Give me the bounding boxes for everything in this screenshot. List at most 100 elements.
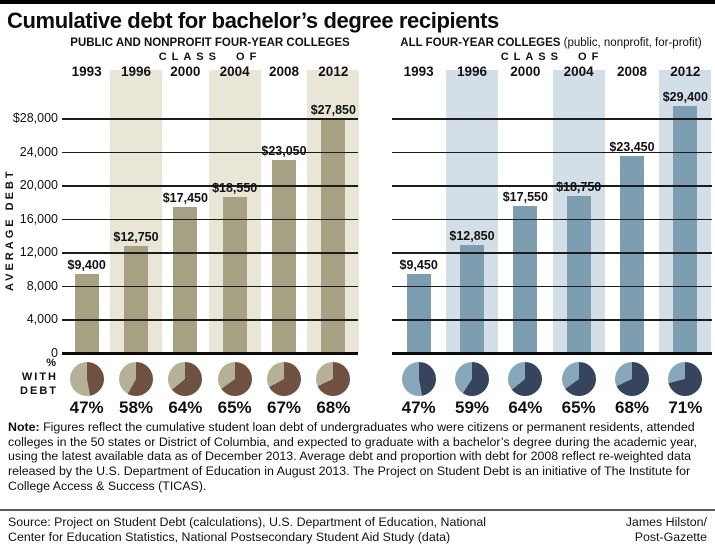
bar-value-label: $12,750 [113,229,159,244]
top-rule [0,0,715,4]
source-divider [0,509,715,511]
y-tick-label: 20,000 [19,178,58,193]
pct-with-debt-pie [69,362,104,396]
left-panel-title: PUBLIC AND NONPROFIT FOUR-YEAR COLLEGES [62,37,358,49]
bar-value-label: $17,550 [502,189,548,204]
right-panel-subtitle: (public, nonprofit, for-profit) [563,37,702,49]
year-label: 2000 [510,64,541,79]
year-label: 2012 [318,64,349,79]
pct-with-debt-value: 67% [266,398,302,417]
pct-with-debt-pie [168,362,203,396]
year-label: 2012 [670,64,701,79]
year-label: 1996 [456,64,488,79]
pct-with-debt-value: 65% [217,398,252,417]
gridline [62,218,358,221]
pct-with-debt-line-2: WITH [21,371,58,383]
pct-with-debt-pie [401,362,436,396]
source-text: Source: Project on Student Debt (calcula… [8,515,486,544]
gridline [392,118,712,120]
gridline [392,151,712,154]
debt-bar [124,245,148,353]
gridline [62,285,358,288]
footnote-label: Note: [8,420,40,434]
y-tick-label: 8,000 [26,278,58,293]
pct-with-debt-pie [217,362,252,396]
y-tick-label: 4,000 [26,312,58,327]
pct-with-debt-value: 65% [561,398,596,417]
year-label: 1993 [403,64,434,79]
bar-value-label: $23,050 [261,143,307,158]
credit: James Hilston/ Post-Gazette [626,515,707,545]
gridline [392,185,712,187]
pct-with-debt-pie [267,362,301,396]
footnote-text: Figures reflect the cumulative student l… [8,420,697,493]
debt-bar [173,206,198,353]
debt-bar [566,195,591,353]
debt-bar [222,197,247,353]
pct-with-debt-value: 68% [614,398,650,417]
pct-with-debt-pie [615,362,649,396]
gridline [62,252,358,254]
x-axis-baseline [392,352,712,355]
right-panel-title: ALL FOUR-YEAR COLLEGES (public, nonprofi… [390,37,712,49]
y-tick-label: 24,000 [19,144,58,159]
gridline [62,319,358,322]
credit-line-1: James Hilston/ [625,515,707,529]
bar-value-label: $29,400 [662,90,708,105]
debt-bar [321,119,346,353]
debt-bar [272,159,296,353]
debt-bar [460,245,484,353]
year-label: 2008 [268,64,300,79]
debt-bar [513,205,538,353]
gridline [392,218,712,221]
gridline [62,118,358,120]
pct-with-debt-value: 47% [401,398,436,417]
gridline [392,252,712,254]
y-tick-label: 12,000 [19,245,58,260]
debt-bar [673,106,698,353]
pct-with-debt-value: 64% [508,398,543,417]
right-panel-title-text: ALL FOUR-YEAR COLLEGES [400,37,561,49]
y-tick-label: 0 [51,346,58,360]
pct-with-debt-pie [561,362,596,396]
gridline [62,185,358,187]
year-label: 2004 [219,64,250,79]
pct-with-debt-pie [508,362,543,396]
right-class-of-label: CLASS OF [500,51,604,63]
pct-with-debt-label: % WITH DEBT [4,356,58,398]
pct-with-debt-value: 68% [316,398,351,417]
source-row: Source: Project on Student Debt (calcula… [8,515,707,545]
footnote: Note: Figures reflect the cumulative stu… [8,420,709,494]
bar-value-label: $23,450 [609,140,655,155]
pct-with-debt-pie [668,362,703,396]
bar-value-label: $9,450 [399,257,438,272]
credit-line-2: Post-Gazette [634,530,707,544]
bar-value-label: $12,850 [449,229,495,244]
pct-with-debt-line-1: % [46,357,58,369]
pct-with-debt-value: 59% [454,398,490,417]
gridline [392,319,712,322]
pct-with-debt-pie [455,362,489,396]
year-label: 1993 [71,64,102,79]
pct-with-debt-pie [316,362,351,396]
gridline [392,285,712,288]
gridline [62,151,358,154]
pct-with-debt-value: 64% [168,398,203,417]
y-tick-label: 16,000 [19,211,58,226]
y-tick-label: $28,000 [12,111,58,125]
bar-value-label: $18,750 [556,179,602,194]
bar-value-label: $17,450 [162,190,208,205]
bar-value-label: $9,400 [67,258,106,273]
pct-with-debt-value: 58% [118,398,154,417]
pct-with-debt-value: 47% [69,398,104,417]
bar-value-label: $18,550 [212,181,258,196]
pct-with-debt-pie [119,362,153,396]
year-label: 1996 [120,64,152,79]
x-axis-baseline [62,352,358,355]
page-title: Cumulative debt for bachelor’s degree re… [7,8,499,33]
pct-with-debt-value: 71% [668,398,703,417]
pct-with-debt-line-3: DEBT [20,385,58,397]
year-label: 2000 [170,64,201,79]
year-label: 2008 [616,64,648,79]
bar-value-label: $27,850 [310,103,356,118]
